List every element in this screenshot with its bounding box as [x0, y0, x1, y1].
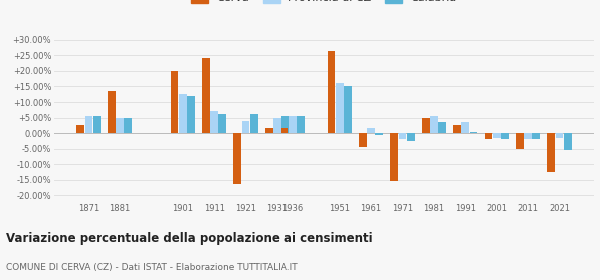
Bar [398, 133, 406, 139]
Bar [407, 133, 415, 141]
Bar [556, 133, 563, 138]
Bar [179, 94, 187, 133]
Bar [532, 133, 540, 139]
Bar [422, 118, 430, 133]
Bar [485, 133, 493, 139]
Bar [218, 115, 226, 133]
Bar [93, 116, 101, 133]
Legend: Cerva, Provincia di CZ, Calabria: Cerva, Provincia di CZ, Calabria [189, 0, 459, 5]
Bar [273, 118, 281, 133]
Bar [376, 133, 383, 135]
Bar [116, 118, 124, 133]
Bar [359, 133, 367, 147]
Bar [108, 91, 116, 133]
Bar [210, 111, 218, 133]
Bar [516, 133, 524, 149]
Bar [289, 116, 296, 133]
Bar [564, 133, 572, 150]
Bar [242, 121, 250, 133]
Bar [547, 133, 555, 172]
Bar [524, 133, 532, 139]
Bar [461, 122, 469, 133]
Bar [202, 59, 210, 133]
Bar [187, 96, 195, 133]
Bar [470, 132, 478, 133]
Bar [250, 115, 257, 133]
Bar [453, 125, 461, 133]
Bar [281, 129, 289, 133]
Bar [281, 116, 289, 133]
Bar [501, 133, 509, 139]
Text: COMUNE DI CERVA (CZ) - Dati ISTAT - Elaborazione TUTTITALIA.IT: COMUNE DI CERVA (CZ) - Dati ISTAT - Elab… [6, 263, 298, 272]
Bar [438, 122, 446, 133]
Bar [297, 116, 305, 133]
Bar [76, 125, 84, 133]
Bar [124, 118, 132, 133]
Bar [344, 87, 352, 133]
Bar [493, 133, 500, 138]
Bar [170, 71, 178, 133]
Text: Variazione percentuale della popolazione ai censimenti: Variazione percentuale della popolazione… [6, 232, 373, 245]
Bar [430, 116, 438, 133]
Bar [233, 133, 241, 185]
Bar [391, 133, 398, 181]
Bar [85, 116, 92, 133]
Bar [328, 51, 335, 133]
Bar [367, 129, 375, 133]
Bar [336, 83, 344, 133]
Bar [265, 129, 272, 133]
